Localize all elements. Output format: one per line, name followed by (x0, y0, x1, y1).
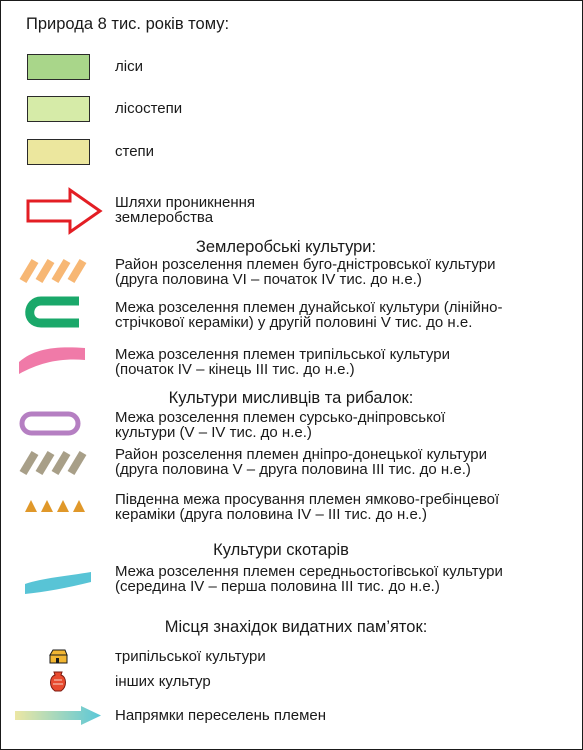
dnieper-donets-label: Район розселення племен дніпро-донецької… (115, 446, 487, 478)
danube-line-1: Межа розселення племен дунайської культу… (115, 299, 503, 316)
dnieper-donets-line-2: (друга половина V – друга половина III т… (115, 460, 471, 478)
hunting-cultures-heading: Культури мисливців та рибалок: (168, 389, 414, 407)
steppe-swatch (27, 139, 90, 165)
trypillia-house-icon (49, 649, 68, 664)
bug-dniester-line-2: (друга половина VI – початок IV тис. до … (115, 270, 422, 288)
surska-dnieper-line-1: Межа розселення племен сурсько-дніпровсь… (115, 409, 446, 426)
pit-comb-line-1: Південна межа просування племен ямково-г… (115, 491, 500, 508)
pit-comb-label: Південна межа просування племен ямково-г… (115, 491, 500, 523)
forest-steppe-swatch (27, 96, 90, 122)
forest-steppe-label: лісостепи (115, 100, 183, 117)
agriculture-routes-line-2: землеробства (115, 208, 214, 226)
migration-direction-arrow-icon (15, 706, 101, 725)
trypillia-boundary-icon (19, 347, 85, 374)
farming-cultures-heading: Землеробські культури: (195, 238, 377, 256)
bug-dniester-line-1: Район розселення племен буго-дністровськ… (115, 256, 496, 273)
sredny-stog-boundary-icon (25, 572, 91, 594)
finds-heading: Місця знахідок видатних пам’яток: (164, 618, 428, 636)
surska-dnieper-label: Межа розселення племен сурсько-дніпровсь… (115, 409, 446, 441)
trypillia-line-1: Межа розселення племен трипільської куль… (115, 346, 450, 363)
agriculture-routes-label: Шляхи проникнення землеробства (115, 194, 256, 226)
trypillia-label: Межа розселення племен трипільської куль… (115, 346, 450, 378)
forest-swatch (27, 54, 90, 80)
agriculture-route-arrow-icon (26, 187, 103, 235)
dnieper-donets-area-hatch-icon (19, 450, 87, 476)
herders-cultures-heading: Культури скотарів (213, 541, 349, 559)
surska-dnieper-line-2: культури (V – IV тис. до н.е.) (115, 423, 312, 441)
sredny-stog-line-1: Межа розселення племен середньостогівськ… (115, 563, 503, 580)
forest-label: ліси (115, 58, 143, 75)
pit-comb-line-2: кераміки (друга половина IV – III тис. д… (115, 505, 427, 523)
dnieper-donets-line-1: Район розселення племен дніпро-донецької… (115, 446, 487, 463)
migration-label: Напрямки переселень племен (115, 707, 327, 724)
surska-dnieper-boundary-icon (19, 411, 81, 436)
sredny-stog-label: Межа розселення племен середньостогівськ… (115, 563, 503, 595)
other-finds-label: інших культур (115, 673, 211, 690)
trypillia-line-2: (початок IV – кінець III тис. до н.е.) (115, 360, 355, 378)
vase-icon (50, 671, 66, 692)
steppe-label: степи (115, 143, 155, 160)
pit-comb-ware-boundary-icon (25, 500, 85, 512)
trypillia-finds-label: трипільської культури (115, 648, 266, 665)
legend-title: Природа 8 тис. років тому: (26, 15, 230, 33)
bug-dniester-area-hatch-icon (19, 258, 87, 284)
danube-boundary-icon (25, 296, 79, 328)
sredny-stog-line-2: (середина IV – перша половина III тис. д… (115, 577, 440, 595)
agriculture-routes-line-1: Шляхи проникнення (115, 194, 256, 211)
danube-label: Межа розселення племен дунайської культу… (115, 299, 503, 331)
danube-line-2: стрічкової кераміки) у другій половині V… (115, 313, 473, 331)
bug-dniester-label: Район розселення племен буго-дністровськ… (115, 256, 496, 288)
